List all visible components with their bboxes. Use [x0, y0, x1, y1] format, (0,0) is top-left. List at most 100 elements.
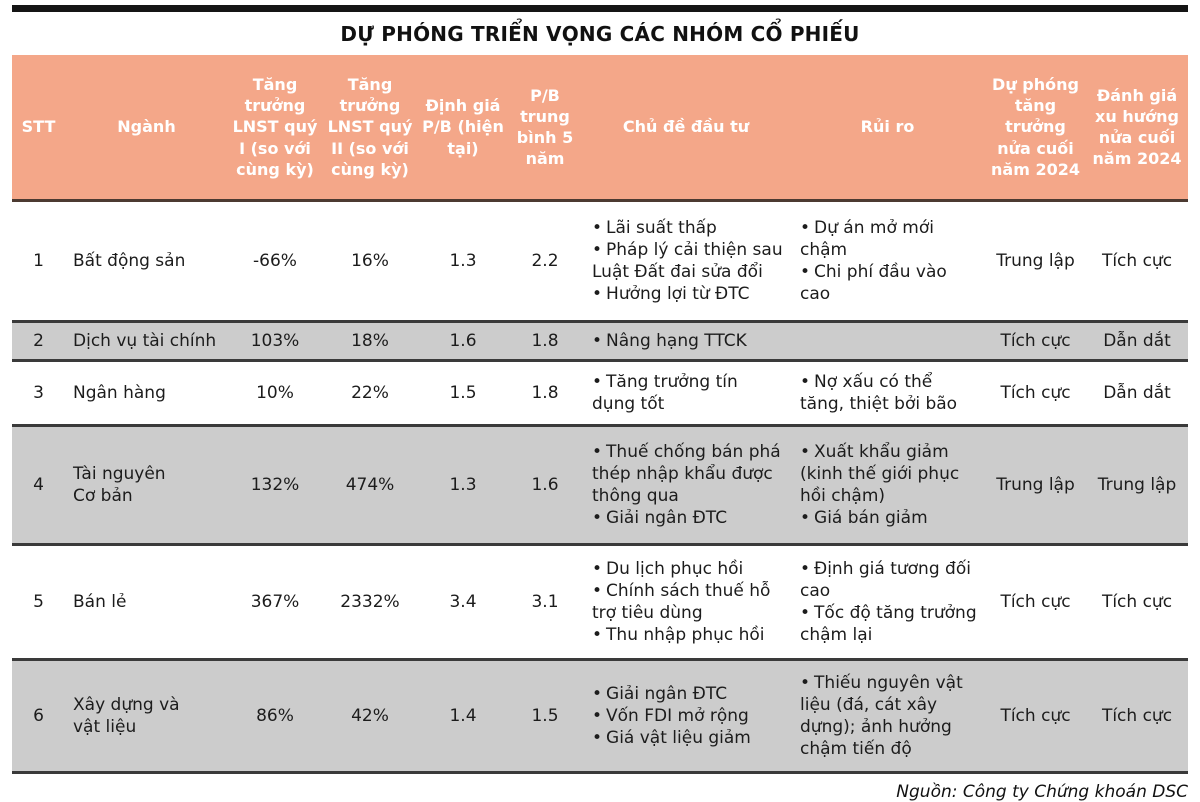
- cell-investment-themes: Lãi suất thấpPháp lý cải thiện sau Luật …: [582, 200, 790, 322]
- theme-item: Giá vật liệu giảm: [592, 727, 784, 749]
- cell-nganh: Bất động sản: [65, 200, 228, 322]
- cell-investment-themes: Giải ngân ĐTCVốn FDI mở rộngGiá vật liệu…: [582, 659, 790, 773]
- cell-q1-growth: 103%: [228, 321, 322, 361]
- column-header: Rủi ro: [790, 55, 985, 202]
- cell-pb-current: 1.3: [418, 425, 508, 545]
- cell-growth-outlook: Tích cực: [985, 321, 1086, 361]
- risk-item: Nợ xấu có thể tăng, thiệt bởi bão: [800, 371, 979, 415]
- cell-pb-avg5y: 1.8: [508, 321, 582, 361]
- cell-risks: [790, 321, 985, 361]
- cell-pb-avg5y: 2.2: [508, 200, 582, 322]
- cell-pb-current: 1.3: [418, 200, 508, 322]
- cell-stt: 6: [12, 659, 65, 773]
- cell-pb-avg5y: 1.8: [508, 360, 582, 426]
- table-header: STT Ngành Tăng trưởng LNST quý I (so với c…: [12, 55, 1188, 202]
- cell-trend-rating: Dẫn dắt: [1086, 321, 1188, 361]
- cell-trend-rating: Tích cực: [1086, 659, 1188, 773]
- cell-q2-growth: 42%: [322, 659, 418, 773]
- cell-q1-growth: -66%: [228, 200, 322, 322]
- cell-growth-outlook: Trung lập: [985, 200, 1086, 322]
- theme-item: Vốn FDI mở rộng: [592, 705, 784, 727]
- cell-q2-growth: 22%: [322, 360, 418, 426]
- theme-item: Thuế chống bán phá thép nhập khẩu được t…: [592, 441, 784, 507]
- cell-trend-rating: Tích cực: [1086, 200, 1188, 322]
- cell-risks: Thiếu nguyên vật liệu (đá, cát xây dựng)…: [790, 659, 985, 773]
- cell-growth-outlook: Trung lập: [985, 425, 1086, 545]
- theme-item: Lãi suất thấp: [592, 217, 784, 239]
- cell-q2-growth: 18%: [322, 321, 418, 361]
- cell-stt: 5: [12, 544, 65, 660]
- source-note: Nguồn: Công ty Chứng khoán DSC: [896, 782, 1188, 802]
- cell-stt: 2: [12, 321, 65, 361]
- cell-trend-rating: Tích cực: [1086, 544, 1188, 660]
- cell-risks: Dự án mở mới chậmChi phí đầu vào cao: [790, 200, 985, 322]
- cell-risks: Xuất khẩu giảm (kinh thế giới phục hồi c…: [790, 425, 985, 545]
- column-header: Tăng trưởng LNST quý I (so với cùng kỳ): [228, 55, 322, 202]
- risk-item: Chi phí đầu vào cao: [800, 261, 979, 305]
- header-row: STT Ngành Tăng trưởng LNST quý I (so với c…: [12, 55, 1188, 202]
- cell-investment-themes: Du lịch phục hồiChính sách thuế hỗ trợ t…: [582, 544, 790, 660]
- cell-growth-outlook: Tích cực: [985, 659, 1086, 773]
- cell-risks: Nợ xấu có thể tăng, thiệt bởi bão: [790, 360, 985, 426]
- cell-growth-outlook: Tích cực: [985, 544, 1086, 660]
- theme-item: Nâng hạng TTCK: [592, 330, 784, 352]
- cell-pb-avg5y: 3.1: [508, 544, 582, 660]
- risk-item: Định giá tương đối cao: [800, 558, 979, 602]
- cell-q1-growth: 10%: [228, 360, 322, 426]
- cell-nganh: Dịch vụ tài chính: [65, 321, 228, 361]
- column-header: STT: [12, 55, 65, 202]
- cell-pb-current: 1.5: [418, 360, 508, 426]
- cell-investment-themes: Nâng hạng TTCK: [582, 321, 790, 361]
- theme-item: Giải ngân ĐTC: [592, 507, 784, 529]
- cell-q1-growth: 367%: [228, 544, 322, 660]
- column-header: Chủ đề đầu tư: [582, 55, 790, 202]
- column-header: P/B trung bình 5 năm: [508, 55, 582, 202]
- cell-nganh: Ngân hàng: [65, 360, 228, 426]
- column-header: Ngành: [65, 55, 228, 202]
- cell-trend-rating: Dẫn dắt: [1086, 360, 1188, 426]
- risk-item: Tốc độ tăng trưởng chậm lại: [800, 602, 979, 646]
- cell-growth-outlook: Tích cực: [985, 360, 1086, 426]
- theme-item: Pháp lý cải thiện sau Luật Đất đai sửa đ…: [592, 239, 784, 283]
- cell-risks: Định giá tương đối caoTốc độ tăng trưởng…: [790, 544, 985, 660]
- risk-item: Thiếu nguyên vật liệu (đá, cát xây dựng)…: [800, 672, 979, 760]
- cell-pb-current: 1.6: [418, 321, 508, 361]
- cell-investment-themes: Thuế chống bán phá thép nhập khẩu được t…: [582, 425, 790, 545]
- theme-item: Thu nhập phục hồi: [592, 624, 784, 646]
- cell-trend-rating: Trung lập: [1086, 425, 1188, 545]
- risk-item: Xuất khẩu giảm (kinh thế giới phục hồi c…: [800, 441, 979, 507]
- risk-item: Giá bán giảm: [800, 507, 979, 529]
- theme-item: Giải ngân ĐTC: [592, 683, 784, 705]
- column-header: Dự phóng tăng trưởng nửa cuối năm 2024: [985, 55, 1086, 202]
- forecast-page: DỰ PHÓNG TRIỂN VỌNG CÁC NHÓM CỔ PHIẾU ST…: [0, 5, 1200, 802]
- theme-item: Chính sách thuế hỗ trợ tiêu dùng: [592, 580, 784, 624]
- cell-q1-growth: 86%: [228, 659, 322, 773]
- cell-nganh: Tài nguyên Cơ bản: [65, 425, 228, 545]
- cell-stt: 4: [12, 425, 65, 545]
- column-header: Tăng trưởng LNST quý II (so với cùng kỳ): [322, 55, 418, 202]
- cell-stt: 1: [12, 200, 65, 322]
- page-title: DỰ PHÓNG TRIỂN VỌNG CÁC NHÓM CỔ PHIẾU: [340, 22, 860, 46]
- theme-item: Tăng trưởng tín dụng tốt: [592, 371, 784, 415]
- top-rule: [12, 5, 1188, 12]
- cell-q2-growth: 16%: [322, 200, 418, 322]
- outlook-table: STT Ngành Tăng trưởng LNST quý I (so với c…: [12, 55, 1188, 774]
- cell-nganh: Bán lẻ: [65, 544, 228, 660]
- cell-investment-themes: Tăng trưởng tín dụng tốt: [582, 360, 790, 426]
- cell-pb-current: 1.4: [418, 659, 508, 773]
- column-header: Định giá P/B (hiện tại): [418, 55, 508, 202]
- cell-q2-growth: 2332%: [322, 544, 418, 660]
- cell-pb-avg5y: 1.6: [508, 425, 582, 545]
- cell-nganh: Xây dựng và vật liệu: [65, 659, 228, 773]
- cell-q2-growth: 474%: [322, 425, 418, 545]
- cell-pb-avg5y: 1.5: [508, 659, 582, 773]
- theme-item: Hưởng lợi từ ĐTC: [592, 283, 784, 305]
- theme-item: Du lịch phục hồi: [592, 558, 784, 580]
- cell-stt: 3: [12, 360, 65, 426]
